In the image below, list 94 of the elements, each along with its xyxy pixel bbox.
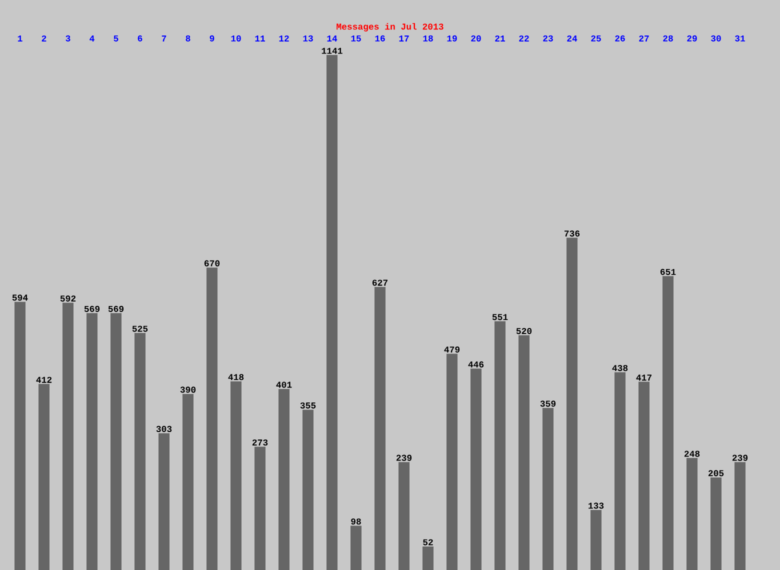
- bar: [710, 477, 722, 570]
- x-tick-label: 21: [495, 35, 506, 42]
- x-tick-label: 11: [255, 36, 266, 42]
- x-tick-label: 20: [471, 35, 481, 42]
- data-label: 133: [588, 502, 604, 509]
- data-label: 401: [276, 382, 292, 388]
- bar: [446, 354, 458, 570]
- x-tick-label: 17: [399, 36, 409, 42]
- bar: [230, 381, 242, 570]
- data-label: 651: [660, 268, 676, 275]
- bar: [302, 410, 314, 570]
- x-tick-label: 6: [138, 35, 142, 42]
- bar: [110, 313, 122, 570]
- bar: [566, 238, 578, 570]
- x-tick-label: 28: [663, 35, 673, 42]
- bar: [590, 510, 602, 570]
- data-label: 446: [468, 361, 484, 368]
- bar: [158, 433, 170, 570]
- x-tick-label: 23: [543, 35, 553, 42]
- bar: [62, 302, 74, 570]
- data-label: 569: [108, 306, 124, 312]
- bar: [350, 526, 362, 570]
- data-label: 670: [204, 260, 220, 266]
- data-label: 525: [132, 326, 148, 332]
- bar: [494, 321, 506, 570]
- bar: [518, 335, 530, 570]
- bar: [734, 462, 746, 570]
- x-tick-label: 5: [114, 35, 118, 42]
- data-label: 359: [540, 400, 556, 407]
- x-tick-label: 1: [18, 36, 22, 42]
- bar: [134, 333, 146, 570]
- bar: [422, 546, 434, 570]
- bar: [206, 268, 218, 570]
- data-label: 355: [300, 402, 316, 409]
- bar: [278, 388, 290, 570]
- bar: [614, 372, 626, 570]
- bar: [686, 458, 698, 570]
- x-tick-label: 25: [591, 35, 601, 42]
- data-label: 239: [732, 454, 748, 461]
- data-label: 205: [708, 470, 724, 476]
- data-label: 438: [612, 364, 628, 372]
- data-label: 592: [60, 295, 76, 302]
- bar: [86, 313, 98, 570]
- data-label: 569: [84, 306, 100, 312]
- x-tick-label: 29: [687, 35, 697, 42]
- x-tick-label: 9: [210, 35, 214, 42]
- x-tick-label: 18: [423, 35, 433, 42]
- bar: [398, 462, 410, 570]
- bar: [662, 276, 674, 570]
- data-label: 303: [156, 426, 172, 432]
- data-label: 417: [636, 374, 652, 381]
- x-tick-label: 30: [711, 35, 721, 42]
- x-tick-label: 13: [303, 35, 313, 42]
- x-tick-label: 3: [66, 35, 70, 42]
- data-label: 239: [396, 454, 412, 461]
- x-tick-label: 7: [162, 36, 166, 42]
- x-tick-label: 24: [567, 35, 578, 42]
- x-tick-label: 15: [351, 35, 361, 42]
- bar: [638, 382, 650, 570]
- data-label: 273: [252, 439, 268, 446]
- data-label: 551: [492, 314, 508, 320]
- bar: [470, 368, 482, 570]
- x-tick-label: 26: [615, 35, 625, 42]
- x-tick-label: 19: [447, 35, 457, 42]
- data-label: 98: [351, 518, 361, 525]
- x-tick-label: 16: [375, 35, 385, 42]
- data-label: 627: [372, 280, 388, 286]
- data-label: 390: [180, 386, 196, 393]
- x-tick-label: 27: [639, 35, 649, 42]
- x-tick-label: 22: [519, 35, 529, 42]
- data-label: 412: [36, 376, 52, 383]
- bar: [14, 302, 26, 570]
- x-tick-label: 14: [327, 36, 338, 42]
- x-tick-label: 4: [90, 36, 94, 42]
- x-tick-label: 31: [735, 35, 746, 42]
- x-tick-label: 12: [279, 35, 289, 42]
- bar: [254, 446, 266, 570]
- bar: [374, 286, 386, 570]
- data-label: 1141: [322, 48, 342, 54]
- bar: [38, 384, 50, 570]
- bar: [542, 408, 554, 570]
- bar: [182, 394, 194, 570]
- data-label: 736: [564, 230, 580, 237]
- chart-title: Messages in Jul 2013: [336, 23, 444, 32]
- data-label: 520: [516, 328, 532, 334]
- x-tick-label: 10: [231, 35, 241, 42]
- data-label: 52: [423, 539, 433, 546]
- x-tick-label: 2: [42, 35, 46, 42]
- data-label: 418: [228, 374, 244, 380]
- x-tick-label: 8: [186, 35, 190, 42]
- data-label: 248: [684, 450, 700, 457]
- data-label: 479: [444, 346, 460, 353]
- data-label: 594: [12, 294, 28, 301]
- bar: [326, 54, 338, 570]
